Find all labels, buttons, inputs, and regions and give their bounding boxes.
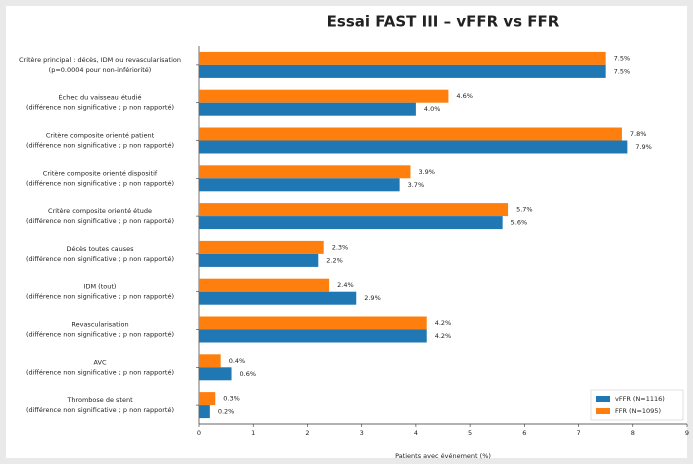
bar <box>199 203 509 217</box>
bar <box>199 240 324 254</box>
y-tick-label: Critère composite orienté patient <box>46 132 155 140</box>
bar <box>199 102 416 116</box>
x-tick-label: 4 <box>414 429 418 437</box>
x-tick-label: 8 <box>631 429 635 437</box>
value-label: 4.2% <box>435 332 452 340</box>
value-label: 7.5% <box>614 67 631 75</box>
y-tick-label: (différence non significative ; p non ra… <box>26 179 174 187</box>
x-tick-label: 7 <box>576 429 580 437</box>
bar <box>199 354 221 368</box>
bar <box>199 89 449 103</box>
value-label: 3.9% <box>418 168 435 176</box>
x-tick-label: 1 <box>251 429 255 437</box>
bar <box>199 216 503 230</box>
value-label: 0.3% <box>223 395 240 403</box>
value-label: 7.5% <box>614 54 631 62</box>
legend-swatch <box>596 408 610 414</box>
value-label: 0.2% <box>218 408 235 416</box>
x-tick-label: 3 <box>360 429 364 437</box>
value-label: 4.2% <box>435 319 452 327</box>
value-label: 3.7% <box>408 181 425 189</box>
value-label: 7.9% <box>635 143 652 151</box>
y-tick-label: Échec du vaisseau étudié <box>59 93 142 102</box>
x-tick-label: 6 <box>522 429 526 437</box>
bar <box>199 291 357 305</box>
bar <box>199 405 210 419</box>
y-tick-label: Critère composite orienté dispositif <box>43 169 158 177</box>
bar <box>199 165 411 179</box>
y-tick-label: (différence non significative ; p non ra… <box>26 331 174 339</box>
value-label: 2.3% <box>332 243 349 251</box>
y-tick-label: Thrombose de stent <box>66 396 133 404</box>
chart-title: Essai FAST III – vFFR vs FFR <box>327 13 560 31</box>
value-label: 2.2% <box>326 256 343 264</box>
legend-label: FFR (N=1095) <box>615 407 661 415</box>
x-tick-label: 9 <box>685 429 689 437</box>
legend-swatch <box>596 396 610 402</box>
y-tick-label: (différence non significative ; p non ra… <box>26 368 174 376</box>
y-tick-label: (différence non significative ; p non ra… <box>26 217 174 225</box>
value-label: 0.4% <box>229 357 246 365</box>
x-tick-label: 5 <box>468 429 472 437</box>
value-label: 4.0% <box>424 105 441 113</box>
y-tick-label: Revascularisation <box>71 321 128 329</box>
y-tick-label: (différence non significative ; p non ra… <box>26 406 174 414</box>
y-tick-label: AVC <box>93 358 106 366</box>
bar <box>199 64 606 78</box>
bar <box>199 127 622 141</box>
y-tick-label: (différence non significative ; p non ra… <box>26 293 174 301</box>
y-tick-label: Décès toutes causes <box>66 245 134 253</box>
y-tick-label: IDM (tout) <box>84 283 117 291</box>
y-tick-label: (p=0.0004 pour non-infériorité) <box>49 66 152 74</box>
y-tick-label: (différence non significative ; p non ra… <box>26 255 174 263</box>
background <box>6 6 687 458</box>
legend-label: vFFR (N=1116) <box>615 395 665 403</box>
bar <box>199 392 216 406</box>
value-label: 0.6% <box>240 370 257 378</box>
bar <box>199 316 427 330</box>
bar <box>199 253 319 267</box>
y-tick-label: Critère composite orienté étude <box>48 207 152 215</box>
value-label: 5.7% <box>516 206 533 214</box>
bar <box>199 329 427 343</box>
legend-box <box>590 389 684 421</box>
y-tick-label: (différence non significative ; p non ra… <box>26 104 174 112</box>
x-tick-label: 2 <box>305 429 309 437</box>
value-label: 4.6% <box>456 92 473 100</box>
value-label: 5.6% <box>511 219 528 227</box>
bar <box>199 278 330 292</box>
x-axis-label: Patients avec événement (%) <box>395 452 491 460</box>
bar <box>199 178 400 192</box>
y-tick-label: (différence non significative ; p non ra… <box>26 142 174 150</box>
bar <box>199 367 232 381</box>
value-label: 7.8% <box>630 130 647 138</box>
value-label: 2.4% <box>337 281 354 289</box>
bar <box>199 140 628 154</box>
x-tick-label: 0 <box>197 429 201 437</box>
bar <box>199 51 606 65</box>
value-label: 2.9% <box>364 294 381 302</box>
y-tick-label: Critère principal : décès, IDM ou revasc… <box>19 56 181 64</box>
